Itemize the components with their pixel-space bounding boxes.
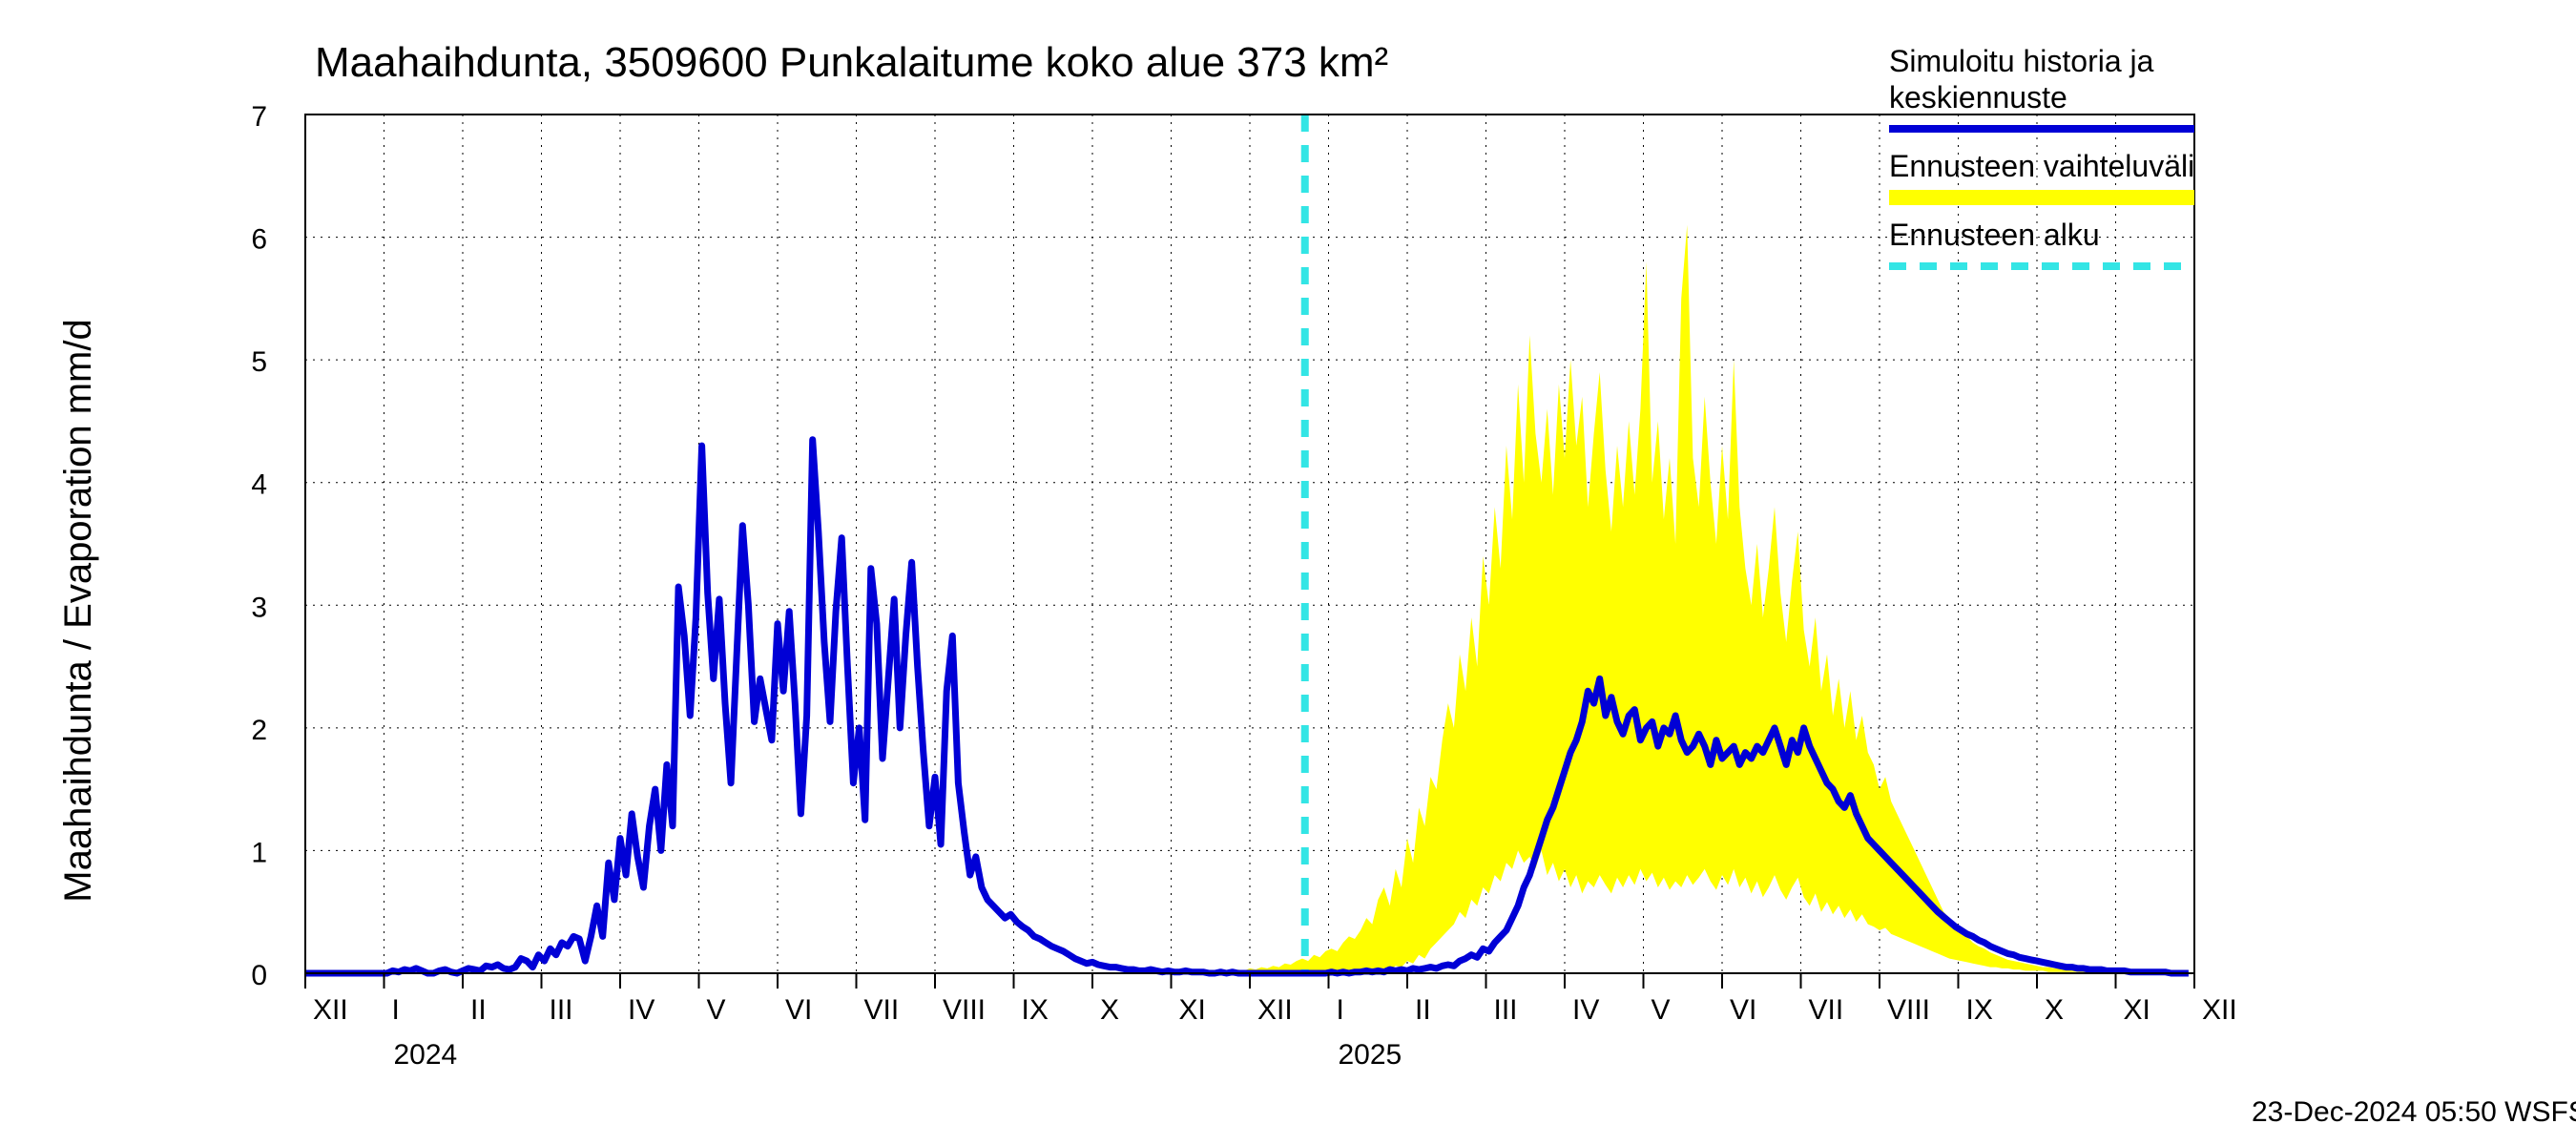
svg-text:1: 1 [251, 837, 267, 868]
svg-text:II: II [470, 994, 487, 1026]
y-axis-label: Maahaihdunta / Evaporation mm/d [57, 319, 99, 902]
svg-text:6: 6 [251, 224, 267, 256]
svg-text:4: 4 [251, 469, 267, 501]
legend: Simuloitu historia jakeskiennuste Ennuste… [1889, 44, 2194, 266]
svg-text:I: I [1337, 994, 1344, 1026]
svg-text:0: 0 [251, 960, 267, 991]
svg-text:X: X [2045, 994, 2064, 1026]
forecast-range-band [1192, 225, 2095, 973]
evaporation-chart: Maahaihdunta, 3509600 Punkalaitume koko … [0, 0, 2576, 1145]
svg-text:VI: VI [785, 994, 812, 1026]
svg-text:3: 3 [251, 592, 267, 623]
footer-timestamp: 23-Dec-2024 05:50 WSFS-O [2252, 1096, 2576, 1128]
svg-text:2025: 2025 [1339, 1039, 1402, 1071]
svg-text:keskiennuste: keskiennuste [1889, 80, 2067, 114]
svg-text:III: III [1494, 994, 1518, 1026]
svg-text:XII: XII [313, 994, 348, 1026]
svg-text:IX: IX [1022, 994, 1049, 1026]
svg-text:2: 2 [251, 715, 267, 746]
chart-title: Maahaihdunta, 3509600 Punkalaitume koko … [315, 39, 1388, 86]
svg-text:2024: 2024 [394, 1039, 458, 1071]
svg-text:Ennusteen alku: Ennusteen alku [1889, 218, 2100, 252]
svg-text:XII: XII [1257, 994, 1293, 1026]
svg-text:5: 5 [251, 346, 267, 378]
svg-text:VII: VII [864, 994, 900, 1026]
svg-text:7: 7 [251, 101, 267, 133]
svg-text:Simuloitu historia ja: Simuloitu historia ja [1889, 44, 2154, 78]
svg-text:VIII: VIII [943, 994, 986, 1026]
svg-text:V: V [707, 994, 726, 1026]
svg-text:VI: VI [1730, 994, 1756, 1026]
svg-text:VII: VII [1809, 994, 1844, 1026]
svg-text:IV: IV [628, 994, 654, 1026]
svg-text:III: III [550, 994, 573, 1026]
svg-text:V: V [1652, 994, 1671, 1026]
svg-text:II: II [1415, 994, 1431, 1026]
svg-text:IX: IX [1966, 994, 1993, 1026]
svg-text:VIII: VIII [1887, 994, 1930, 1026]
svg-text:Ennusteen vaihteluväli: Ennusteen vaihteluväli [1889, 149, 2194, 183]
svg-text:X: X [1100, 994, 1119, 1026]
svg-text:I: I [392, 994, 400, 1026]
svg-text:IV: IV [1572, 994, 1599, 1026]
svg-text:XI: XI [2124, 994, 2150, 1026]
svg-text:XI: XI [1179, 994, 1206, 1026]
svg-text:XII: XII [2202, 994, 2237, 1026]
